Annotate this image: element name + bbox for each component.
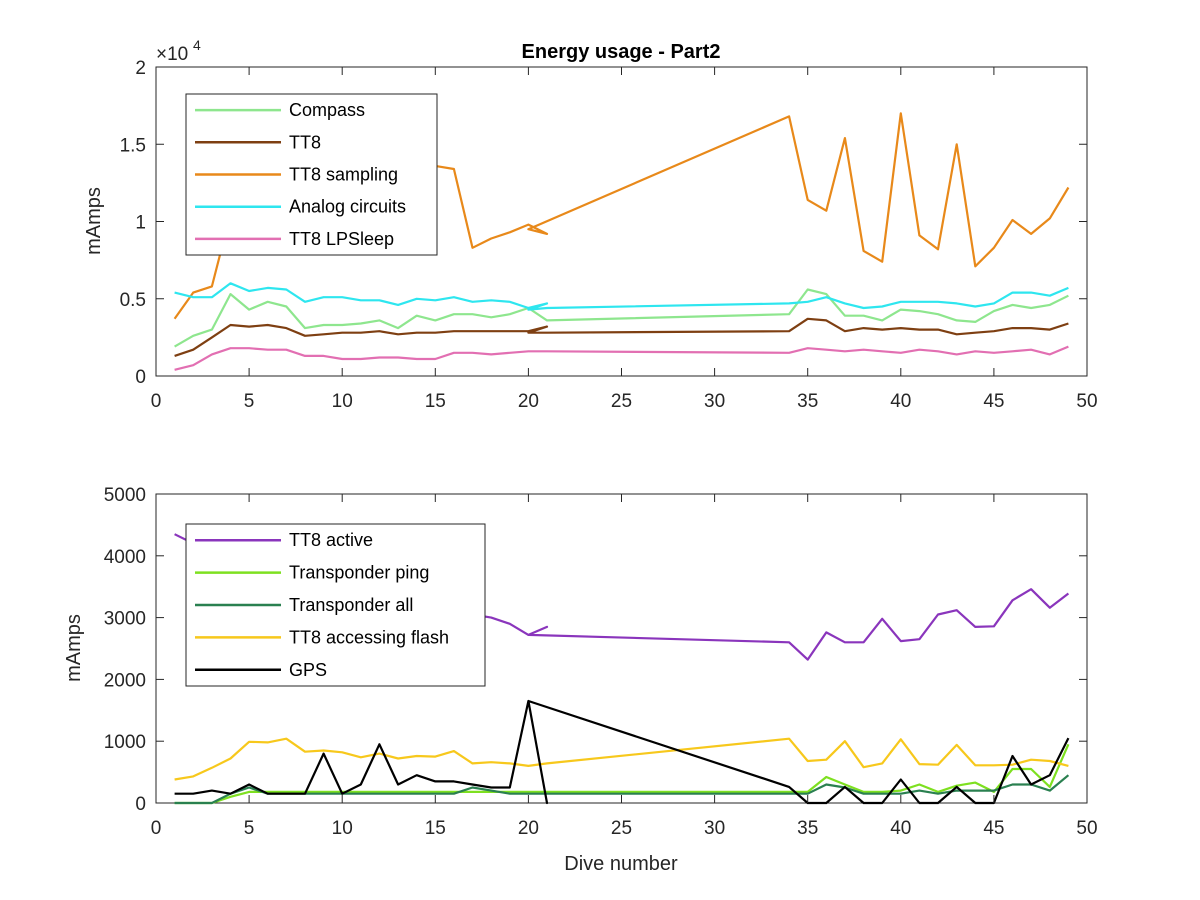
y-multiplier-exponent: 4 (193, 37, 201, 53)
legend-label-gps: GPS (289, 660, 327, 680)
top-legend: Compass TT8 TT8 sampling Analog circuits TT8… (185, 93, 438, 256)
x-tick-label: 35 (797, 391, 818, 412)
y-tick-label: 0.5 (120, 290, 146, 311)
top-axes-group: 0 5 10 15 20 25 30 35 40 45 50 0 0.5 1 1.5 2 (120, 58, 1098, 412)
x-tick-label: 25 (611, 818, 632, 839)
y-tick-label: 2 (135, 58, 146, 79)
series-line-compass (174, 288, 1069, 348)
bottom-axes-group: 0 5 10 15 20 25 30 35 40 45 50 0 1000 2000 3000 4000 500… (104, 485, 1098, 839)
series-line-transponder-ping (174, 743, 1070, 805)
y-multiplier-label: ×10 4 (156, 37, 201, 65)
x-tick-label: 40 (890, 818, 911, 839)
x-tick-label: 30 (704, 391, 725, 412)
y-tick-label: 1000 (104, 732, 146, 753)
series-line-tt8-lpsleep (174, 345, 1069, 371)
x-tick-label: 50 (1076, 391, 1097, 412)
x-tick-label: 0 (151, 391, 162, 412)
top-y-axis-label: mAmps (83, 187, 105, 255)
x-tick-label: 20 (518, 391, 539, 412)
bottom-y-axis-label: mAmps (63, 614, 85, 682)
y-tick-label: 4000 (104, 547, 146, 568)
top-series-group (173, 112, 1070, 371)
series-line-tt8-accessing-flash (174, 737, 1069, 781)
legend-label-tt8-lpsleep: TT8 LPSleep (289, 229, 394, 249)
x-tick-label: 10 (332, 818, 353, 839)
bottom-series-group (174, 533, 1070, 805)
x-tick-label: 25 (611, 391, 632, 412)
x-tick-label: 35 (797, 818, 818, 839)
series-line-analog-circuits (174, 282, 1069, 311)
x-axis-label: Dive number (564, 853, 678, 875)
legend-label-analog-circuits: Analog circuits (289, 197, 406, 217)
x-tick-label: 45 (983, 818, 1004, 839)
legend-label-transponder-all: Transponder all (289, 595, 413, 615)
y-multiplier-base: ×10 (156, 44, 188, 65)
legend-label-compass: Compass (289, 100, 365, 120)
series-line-tt8 (174, 317, 1069, 357)
chart-title: Energy usage - Part2 (522, 41, 721, 63)
legend-label-transponder-ping: Transponder ping (289, 563, 429, 583)
legend-label-tt8-active: TT8 active (289, 530, 373, 550)
top-chart-panel: 0 5 10 15 20 25 30 35 40 45 50 0 0.5 1 1.5 2 Energy usa… (83, 37, 1098, 412)
x-tick-label: 15 (425, 818, 446, 839)
y-tick-label: 2000 (104, 670, 146, 691)
x-tick-label: 20 (518, 818, 539, 839)
x-tick-label: 5 (244, 818, 255, 839)
x-tick-label: 40 (890, 391, 911, 412)
legend-label-tt8-sampling: TT8 sampling (289, 165, 398, 185)
x-tick-label: 15 (425, 391, 446, 412)
bottom-legend: TT8 active Transponder ping Transponder al… (185, 523, 486, 687)
y-tick-label: 0 (135, 367, 146, 388)
y-tick-label: 1.5 (120, 135, 146, 156)
x-tick-label: 5 (244, 391, 255, 412)
x-tick-label: 50 (1076, 818, 1097, 839)
y-tick-label: 3000 (104, 609, 146, 630)
x-tick-label: 0 (151, 818, 162, 839)
legend-label-tt8: TT8 (289, 132, 321, 152)
y-tick-label: 5000 (104, 485, 146, 506)
series-line-gps (174, 699, 1070, 805)
legend-label-tt8-accessing-flash: TT8 accessing flash (289, 627, 449, 647)
x-tick-label: 10 (332, 391, 353, 412)
bottom-chart-panel: 0 5 10 15 20 25 30 35 40 45 50 0 1000 2000 3000 4000 500… (63, 485, 1098, 875)
x-tick-label: 45 (983, 391, 1004, 412)
x-tick-label: 30 (704, 818, 725, 839)
y-tick-label: 1 (135, 213, 146, 234)
y-tick-label: 0 (135, 794, 146, 815)
